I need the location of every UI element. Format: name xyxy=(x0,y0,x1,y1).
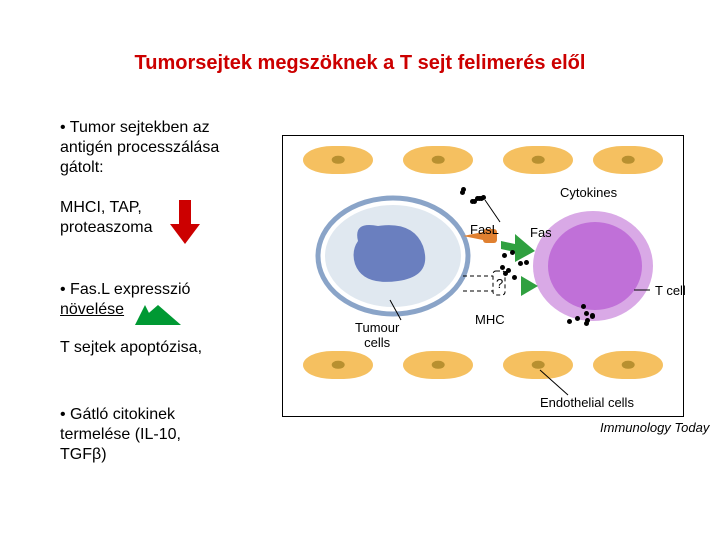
endothelial-cell xyxy=(503,146,573,174)
cytokine-dot xyxy=(584,311,589,316)
label-fasl: FasL xyxy=(470,222,499,237)
bullet-1-line: antigén processzálása xyxy=(60,138,219,158)
endothelial-cell xyxy=(503,351,573,379)
endothelial-cell xyxy=(303,146,373,174)
label-tcell: T cell xyxy=(655,283,686,298)
cytokine-dot xyxy=(567,319,572,324)
bullet-3-line: • Gátló citokinek xyxy=(60,405,181,425)
label-endothelial: Endothelial cells xyxy=(540,395,634,410)
bullet-1-sub: MHCI, TAP, proteaszoma xyxy=(60,198,153,238)
cytokine-dot xyxy=(503,271,508,276)
question-mark: ? xyxy=(496,276,503,291)
label-mhc: MHC xyxy=(475,312,505,327)
slide-title: Tumorsejtek megszöknek a T sejt felimeré… xyxy=(0,52,720,75)
tcell-nucleus xyxy=(548,222,642,310)
bullet-3: • Gátló citokinek termelése (IL-10, TGFβ… xyxy=(60,405,181,465)
up-arrow-icon xyxy=(135,305,181,325)
endothelial-cell xyxy=(403,146,473,174)
down-arrow-icon xyxy=(170,200,200,244)
bullet-1-line: • Tumor sejtekben az xyxy=(60,118,219,138)
endothelial-cell xyxy=(303,351,373,379)
diagram-panel: ? xyxy=(282,135,684,417)
bullet-3-line: termelése (IL-10, xyxy=(60,425,181,445)
bullet-1: • Tumor sejtekben az antigén processzálá… xyxy=(60,118,219,178)
bullet-2-sub-line: T sejtek apoptózisa, xyxy=(60,338,202,358)
cytokine-dot xyxy=(512,275,517,280)
bullet-2-line: • Fas.L expresszió xyxy=(60,280,190,300)
endothelial-cell xyxy=(403,351,473,379)
label-cytokines: Cytokines xyxy=(560,185,617,200)
tumour-nucleus xyxy=(354,225,426,282)
label-credit: Immunology Today xyxy=(600,420,709,435)
bullet-1-line: gátolt: xyxy=(60,158,219,178)
cytokine-dot xyxy=(472,199,477,204)
bullet-2-sub: T sejtek apoptózisa, xyxy=(60,338,202,358)
label-tumour: Tumour cells xyxy=(355,320,399,350)
label-fas: Fas xyxy=(530,225,552,240)
bullet-1-sub-line: MHCI, TAP, xyxy=(60,198,153,218)
bullet-3-line: TGFβ) xyxy=(60,445,181,465)
endothelial-cell xyxy=(593,146,663,174)
bullet-1-sub-line: proteaszoma xyxy=(60,218,153,238)
endothelial-cell xyxy=(593,351,663,379)
